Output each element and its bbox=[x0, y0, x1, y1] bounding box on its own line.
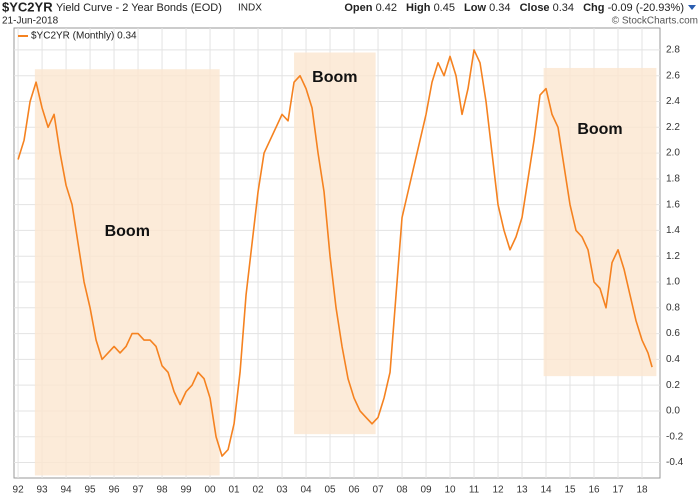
low-value: 0.34 bbox=[489, 2, 510, 14]
x-tick-label: 92 bbox=[13, 485, 25, 496]
x-tick-label: 13 bbox=[516, 485, 528, 496]
x-tick-label: 17 bbox=[612, 485, 624, 496]
boom-region bbox=[294, 52, 376, 435]
high-value: 0.45 bbox=[434, 2, 455, 14]
chart-title: Yield Curve - 2 Year Bonds (EOD) bbox=[56, 2, 222, 14]
dropdown-icon[interactable] bbox=[688, 5, 696, 10]
close-label: Close bbox=[520, 2, 550, 14]
x-tick-label: 94 bbox=[61, 485, 73, 496]
x-tick-label: 12 bbox=[492, 485, 504, 496]
quote: Open 0.42 High 0.45 Low 0.34 Close 0.34 … bbox=[344, 2, 684, 14]
y-tick-label: 2.4 bbox=[666, 96, 680, 107]
exchange: INDX bbox=[238, 3, 262, 14]
chg-label: Chg bbox=[583, 2, 604, 14]
open-label: Open bbox=[344, 2, 372, 14]
close-value: 0.34 bbox=[553, 2, 574, 14]
boom-label: Boom bbox=[105, 223, 150, 240]
y-tick-label: -0.2 bbox=[666, 431, 684, 442]
x-tick-label: 97 bbox=[133, 485, 145, 496]
y-tick-label: 1.2 bbox=[666, 251, 680, 262]
y-tick-label: -0.4 bbox=[666, 457, 684, 468]
x-tick-label: 18 bbox=[636, 485, 648, 496]
y-tick-label: 1.0 bbox=[666, 277, 680, 288]
x-tick-label: 96 bbox=[109, 485, 121, 496]
x-tick-label: 05 bbox=[324, 485, 336, 496]
symbol: $YC2YR bbox=[2, 0, 53, 14]
x-tick-label: 09 bbox=[420, 485, 432, 496]
y-tick-label: 2.8 bbox=[666, 45, 680, 56]
boom-region bbox=[34, 69, 220, 476]
x-tick-label: 03 bbox=[276, 485, 288, 496]
y-tick-label: 1.6 bbox=[666, 199, 680, 210]
x-tick-label: 04 bbox=[300, 485, 312, 496]
legend-label: $YC2YR (Monthly) 0.34 bbox=[31, 31, 137, 42]
chg-value: -0.09 (-20.93%) bbox=[608, 2, 684, 14]
y-tick-label: 2.2 bbox=[666, 122, 680, 133]
series bbox=[17, 49, 653, 457]
x-tick-label: 07 bbox=[372, 485, 384, 496]
x-tick-label: 08 bbox=[396, 485, 408, 496]
y-tick-label: 1.8 bbox=[666, 174, 680, 185]
x-tick-label: 11 bbox=[469, 485, 480, 496]
y-tick-label: 2.0 bbox=[666, 148, 680, 159]
date: 21-Jun-2018 bbox=[2, 16, 59, 27]
x-tick-label: 95 bbox=[85, 485, 97, 496]
x-tick-label: 14 bbox=[540, 485, 552, 496]
regions bbox=[34, 52, 657, 476]
labels: -0.4 -0.2 0.0 0.2 0.4 0.6 0.8 1.0 1.2 1.4 1.6 1.8 2.… bbox=[13, 31, 684, 496]
open-value: 0.42 bbox=[376, 2, 397, 14]
x-tick-label: 16 bbox=[588, 485, 600, 496]
series-line bbox=[17, 49, 653, 457]
x-tick-label: 06 bbox=[348, 485, 360, 496]
y-tick-label: 2.6 bbox=[666, 70, 680, 81]
boom-label: Boom bbox=[312, 69, 357, 86]
x-tick-label: 15 bbox=[564, 485, 576, 496]
x-tick-label: 99 bbox=[180, 485, 192, 496]
x-tick-label: 93 bbox=[37, 485, 49, 496]
y-tick-label: 0.8 bbox=[666, 302, 680, 313]
x-tick-label: 00 bbox=[204, 485, 216, 496]
x-tick-label: 10 bbox=[444, 485, 456, 496]
y-tick-label: 0.4 bbox=[666, 354, 680, 365]
copyright: © StockCharts.com bbox=[612, 16, 698, 27]
high-label: High bbox=[406, 2, 431, 14]
x-tick-label: 98 bbox=[156, 485, 168, 496]
boom-label: Boom bbox=[577, 121, 622, 138]
y-tick-label: 1.4 bbox=[666, 225, 680, 236]
y-tick-label: 0.2 bbox=[666, 380, 680, 391]
y-tick-label: 0.0 bbox=[666, 406, 680, 417]
low-label: Low bbox=[464, 2, 486, 14]
x-tick-label: 01 bbox=[228, 485, 240, 496]
y-tick-label: 0.6 bbox=[666, 328, 680, 339]
x-tick-label: 02 bbox=[252, 485, 264, 496]
